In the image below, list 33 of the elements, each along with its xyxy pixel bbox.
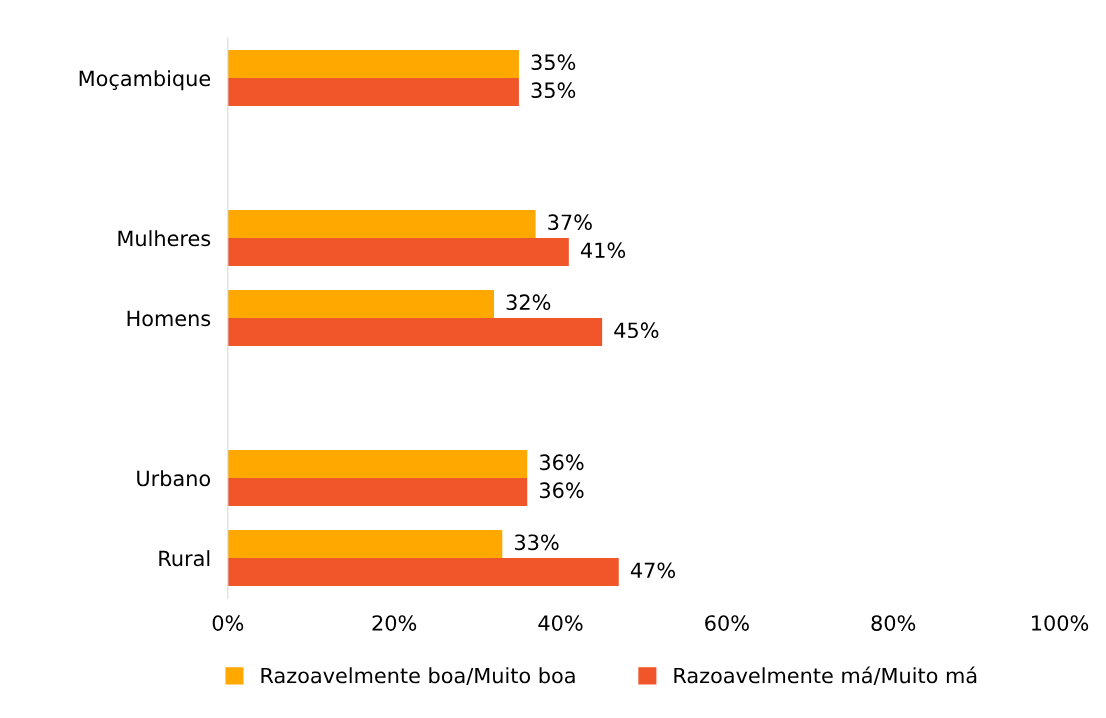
x-tick-label: 60% bbox=[705, 615, 749, 631]
bar bbox=[227, 290, 494, 319]
data-label: 32% bbox=[506, 294, 551, 311]
bar bbox=[227, 78, 519, 107]
y-tick-label: Mulheres bbox=[118, 230, 211, 247]
x-tick-label: 80% bbox=[871, 615, 916, 631]
data-label: 47% bbox=[630, 562, 676, 579]
data-label: 33% bbox=[515, 534, 559, 551]
data-label: 35% bbox=[531, 82, 576, 99]
data-label: 35% bbox=[531, 54, 576, 71]
legend-label: Razoavelmente má/Muito má bbox=[674, 666, 977, 686]
y-tick-label: Urbano bbox=[137, 470, 211, 487]
bar bbox=[227, 530, 503, 559]
bar bbox=[227, 558, 619, 587]
x-tick-label: 20% bbox=[372, 615, 417, 631]
x-tick-label: 0% bbox=[212, 615, 244, 631]
bar bbox=[227, 478, 528, 507]
data-label: 36% bbox=[539, 482, 584, 499]
bar bbox=[227, 210, 536, 239]
bar bbox=[227, 238, 569, 267]
bar bbox=[227, 318, 603, 347]
bar bbox=[227, 50, 519, 79]
x-tick-label: 100% bbox=[1032, 615, 1089, 631]
bar bbox=[227, 450, 528, 479]
y-tick-label: Rural bbox=[159, 550, 210, 567]
data-label: 45% bbox=[614, 322, 659, 339]
data-label: 41% bbox=[580, 242, 626, 259]
x-tick-label: 40% bbox=[538, 615, 583, 631]
y-tick-label: Homens bbox=[127, 310, 211, 327]
data-label: 36% bbox=[539, 454, 584, 471]
data-label: 37% bbox=[548, 214, 592, 231]
legend-label: Razoavelmente boa/Muito boa bbox=[261, 667, 575, 686]
y-tick-label: Moçambique bbox=[79, 70, 211, 91]
